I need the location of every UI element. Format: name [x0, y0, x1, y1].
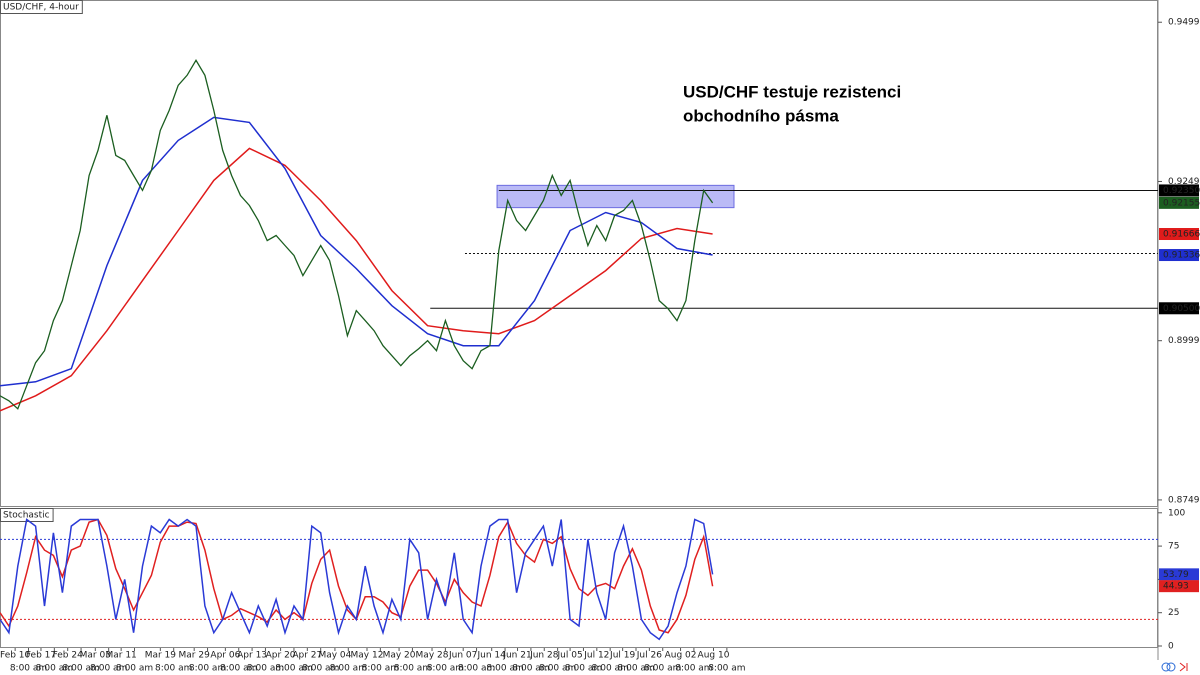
x-tick-label: 8:00 am: [62, 664, 99, 674]
y-tick-label: 0: [1168, 642, 1174, 652]
x-tick-label: 8:00 am: [565, 664, 602, 674]
panel-title: Stochastic: [3, 511, 50, 521]
footer-icons: [1161, 662, 1188, 672]
x-tick-label: 8:00 am: [275, 664, 312, 674]
x-tick-label: Mar 03: [80, 651, 111, 661]
series-line: [0, 59, 714, 410]
x-tick-label: Jun 14: [477, 651, 507, 661]
x-tick-label: May 04: [318, 651, 351, 661]
price-tag-bg: [1159, 184, 1199, 197]
x-tick-label: Aug 02: [665, 651, 697, 661]
x-tick-label: 8:00 am: [512, 664, 549, 674]
x-tick-label: 8:00 am: [302, 664, 339, 674]
x-tick-label: 8:00 am: [90, 664, 127, 674]
x-tick-label: Mar 29: [179, 651, 211, 661]
x-tick-label: Jun 07: [448, 651, 477, 661]
x-tick-label: 8:00 am: [394, 664, 431, 674]
price-tag: 0.90500: [1163, 304, 1200, 314]
x-tick-label: Jul 12: [583, 651, 609, 661]
price-panel: [0, 0, 1158, 507]
x-tick-label: 8:00 am: [362, 664, 399, 674]
icon: [1166, 662, 1176, 672]
x-tick-label: 8:00 am: [220, 664, 257, 674]
panel-title: USD/CHF, 4-hour: [3, 3, 79, 13]
annotation: USD/CHF testuje rezistenci: [683, 82, 901, 101]
price-tag-bg: [1159, 568, 1199, 581]
y-tick-label: 25: [1168, 608, 1179, 618]
x-tick-label: Feb 17: [26, 651, 56, 661]
x-tick-label: May 12: [351, 651, 384, 661]
x-tick-label: 8:00 am: [247, 664, 284, 674]
icon: [1179, 662, 1188, 672]
series-line: [0, 116, 713, 387]
annotation: obchodního pásma: [683, 106, 839, 125]
icon: [1161, 662, 1171, 672]
price-tag: 53.79: [1163, 570, 1189, 580]
price-tag-bg: [1159, 196, 1199, 209]
panel-title-box: [0, 0, 83, 14]
x-tick-label: 8:00 am: [591, 664, 628, 674]
x-tick-label: 8:00 am: [10, 664, 47, 674]
x-tick-label: May 28: [416, 651, 449, 661]
x-tick-label: Jul 26: [636, 651, 662, 661]
x-tick-label: 8:00 am: [675, 664, 712, 674]
x-tick-label: 8:00 am: [617, 664, 654, 674]
x-tick-label: 8:00 am: [330, 664, 367, 674]
x-tick-label: 8:00 am: [116, 664, 153, 674]
price-tag: 0.92350: [1163, 186, 1200, 196]
resistance-zone: [496, 184, 735, 209]
x-tick-label: Apr 06: [210, 651, 240, 661]
x-tick-label: Feb 10: [0, 651, 31, 661]
y-tick-label: 100: [1168, 508, 1185, 518]
price-tag: 0.91666: [1163, 230, 1200, 240]
x-tick-label: 8:00 am: [427, 664, 464, 674]
x-tick-label: Jun 21: [502, 651, 531, 661]
x-tick-label: 8:00 am: [539, 664, 576, 674]
x-tick-label: May 20: [383, 651, 416, 661]
x-tick-label: 8:00 am: [708, 664, 745, 674]
x-tick-label: Apr 20: [266, 651, 296, 661]
x-tick-label: 8:00 am: [189, 664, 226, 674]
y-tick-label: 0.94991: [1168, 18, 1200, 28]
x-tick-label: 8:00 am: [486, 664, 523, 674]
x-tick-label: Aug 10: [698, 651, 730, 661]
x-tick-label: Mar 11: [105, 651, 136, 661]
x-tick-label: Jul 19: [609, 651, 635, 661]
x-tick-label: Mar 19: [145, 651, 177, 661]
x-tick-label: Apr 27: [292, 651, 322, 661]
y-tick-label: 75: [1168, 542, 1179, 552]
price-tag-bg: [1159, 249, 1199, 262]
series-line: [0, 518, 714, 641]
x-tick-label: Jun 28: [529, 651, 559, 661]
price-tag: 44.93: [1163, 582, 1189, 592]
x-tick-label: 8:00 am: [36, 664, 73, 674]
x-tick-label: Apr 13: [237, 651, 267, 661]
price-tag-bg: [1159, 228, 1199, 241]
price-tag-bg: [1159, 302, 1199, 315]
price-tag: 0.91336: [1163, 251, 1200, 261]
x-tick-label: 8:00 am: [644, 664, 681, 674]
x-tick-label: 8:00 am: [458, 664, 495, 674]
y-tick-label: 0.92491: [1168, 177, 1200, 187]
series-line: [0, 147, 713, 412]
x-tick-label: Jul 05: [557, 651, 583, 661]
y-tick-label: 0.87491: [1168, 495, 1200, 505]
y-tick-label: 0.89991: [1168, 336, 1200, 346]
price-tag: 0.92155: [1163, 198, 1200, 208]
x-tick-label: Feb 24: [53, 651, 84, 661]
x-tick-label: 8:00 am: [155, 664, 192, 674]
price-tag-bg: [1159, 580, 1199, 593]
